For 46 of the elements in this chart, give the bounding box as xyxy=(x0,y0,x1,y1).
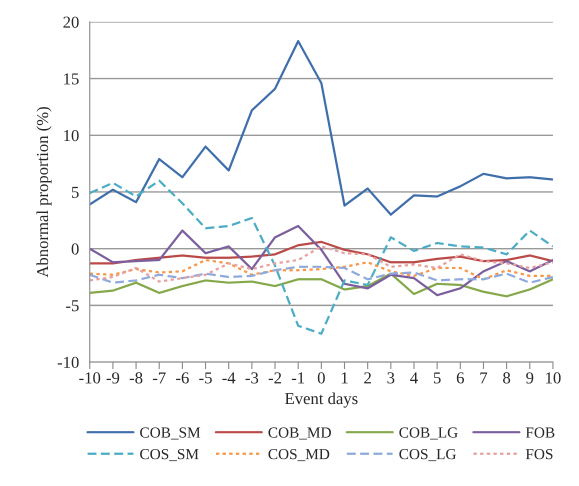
y-tick-label: 10 xyxy=(64,130,79,142)
x-tick-label: 2 xyxy=(364,372,371,384)
legend-label: COS_MD xyxy=(268,449,330,462)
x-tick-label: 8 xyxy=(503,372,510,384)
line-series xyxy=(90,224,553,296)
x-tick-label: 7 xyxy=(480,372,488,384)
x-tick-label: -3 xyxy=(246,372,258,384)
line-series xyxy=(90,245,553,283)
x-tick-label: 4 xyxy=(410,372,418,384)
y-tick-label: 20 xyxy=(63,16,79,28)
x-tick-label: -8 xyxy=(130,372,142,384)
legend-label: FOS xyxy=(526,449,552,460)
y-tick-label: -5 xyxy=(66,300,79,312)
legend-label: COS_SM xyxy=(140,449,199,462)
x-tick-label: 6 xyxy=(456,372,464,384)
y-tick-label: 5 xyxy=(72,186,79,198)
x-tick-label: -10 xyxy=(79,372,100,384)
x-tick-label: -6 xyxy=(176,372,189,384)
x-tick-label: -9 xyxy=(106,372,120,384)
line-series xyxy=(90,40,553,216)
x-tick-label: -1 xyxy=(292,372,304,384)
y-axis-title: Abnormal proportion (%) xyxy=(36,107,52,278)
x-axis-title: Event days xyxy=(285,392,358,408)
legend-label: FOB xyxy=(526,427,554,438)
x-tick-label: 1 xyxy=(342,372,348,384)
x-tick-label: -5 xyxy=(199,372,212,384)
x-tick-label: 0 xyxy=(318,372,325,384)
x-tick-label: -4 xyxy=(222,372,236,384)
legend-label: COB_MD xyxy=(268,427,331,440)
legend-label: COB_SM xyxy=(140,427,200,440)
legend-label: COS_LG xyxy=(399,449,456,462)
y-tick-label: -10 xyxy=(58,356,79,368)
y-tick-label: 15 xyxy=(64,73,79,85)
legend-label: COB_LG xyxy=(399,427,458,440)
line-series xyxy=(90,240,553,265)
line-series xyxy=(90,272,553,298)
x-tick-label: 9 xyxy=(526,372,534,384)
y-tick-label: 0 xyxy=(72,243,79,255)
line-series xyxy=(90,258,553,280)
x-tick-label: -2 xyxy=(268,372,282,384)
x-tick-label: 5 xyxy=(434,372,441,384)
x-tick-label: 10 xyxy=(546,372,561,384)
line-series xyxy=(90,180,553,335)
x-tick-label: 3 xyxy=(387,372,394,384)
line-series xyxy=(90,266,553,284)
x-tick-label: -7 xyxy=(152,372,166,384)
